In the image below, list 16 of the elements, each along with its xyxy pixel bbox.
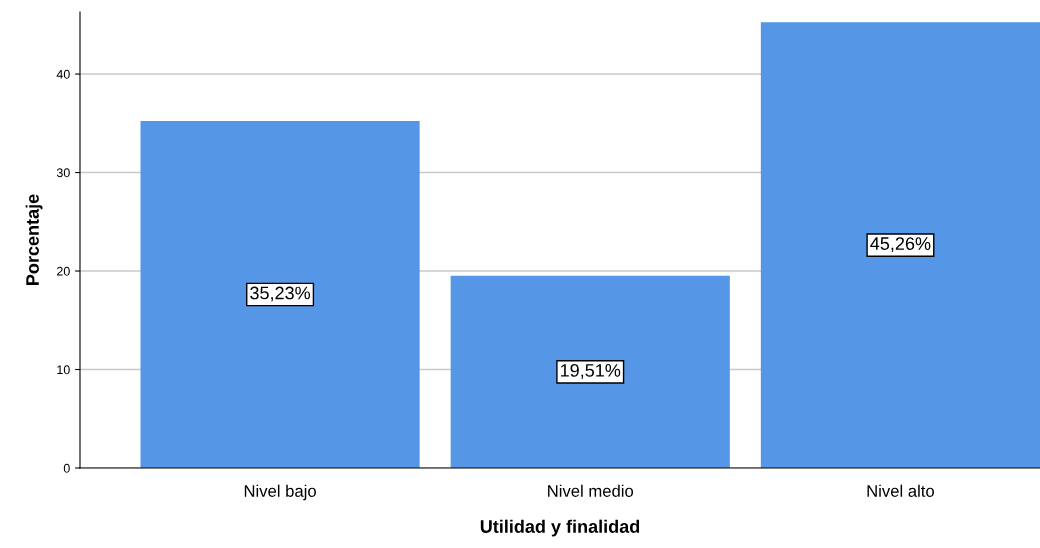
y-axis-title: Porcentaje [25, 194, 43, 285]
y-tick-label: 0 [63, 463, 70, 473]
x-axis-title: Utilidad y finalidad [480, 519, 640, 537]
y-tick-label: 40 [56, 69, 70, 79]
y-tick-label: 20 [57, 266, 70, 276]
y-tick-label: 30 [56, 168, 70, 178]
y-tick-label: 10 [57, 365, 70, 375]
data-label: 45,26% [870, 237, 931, 253]
bar [760, 22, 1040, 468]
data-label: 35,23% [250, 286, 311, 302]
x-tick-label: Nivel alto [867, 484, 934, 497]
bar [140, 121, 420, 468]
bar [450, 275, 730, 468]
data-label: 19,51% [561, 363, 621, 379]
x-tick-label: Nivel medio [548, 484, 634, 497]
x-tick-label: Nivel bajo [244, 484, 316, 501]
